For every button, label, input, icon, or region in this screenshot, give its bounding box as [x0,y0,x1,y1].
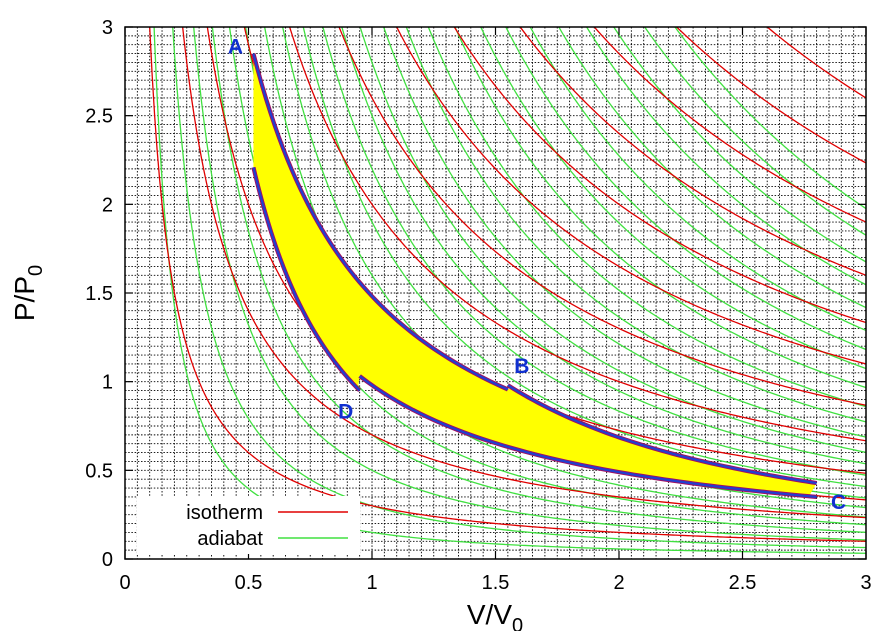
y-tick-label: 1 [102,372,113,394]
isotherm-curve [675,27,866,164]
adiabat-curve [359,27,866,453]
isotherm-curve [395,27,866,365]
adiabat-curve [211,27,866,533]
curve-layer [149,27,866,554]
legend: isotherm adiabat [137,496,360,554]
x-axis-title-main: V/V [467,599,512,630]
legend-label-isotherm: isotherm [186,502,263,524]
x-tick-label: 2 [613,572,624,594]
y-axis-title-subscript: 0 [25,265,47,276]
adiabat-curve [643,27,866,236]
y-tick-label: 0.5 [85,460,113,482]
adiabat-curve [172,27,866,549]
y-tick-label: 1.5 [85,283,113,305]
adiabat-curve [674,27,866,210]
isotherm-curve [453,27,866,324]
adiabat-curve [454,27,866,389]
cycle-point-labels: A B C D [228,36,846,514]
x-tick-label: 1 [366,572,377,594]
adiabat-curve [322,27,866,476]
y-tick-label: 3 [102,17,113,39]
x-axis-title: V/V0 [467,599,523,631]
adiabat-curve [558,27,866,309]
x-tick-label: 0.5 [235,572,263,594]
isotherm-curve [182,27,866,519]
adiabat-curve [427,27,866,408]
isotherm-curve [519,27,866,276]
adiabat-curve [341,27,866,465]
isotherm-curve [593,27,866,223]
cycle-edge-da [252,167,361,392]
adiabat-curve [529,27,866,332]
adiabat-curve [193,27,866,541]
legend-box [137,496,360,554]
legend-label-adiabat: adiabat [197,528,263,550]
x-tick-label: 0 [119,572,130,594]
cycle-point-label-c: C [831,491,846,514]
y-axis-title: P/P0 [9,265,47,321]
x-tick-label: 2.5 [729,572,757,594]
isotherm-curve [288,27,866,442]
cycle-edge-bc [507,384,817,485]
cycle-edge-ab [252,53,509,391]
cycle-layer [251,53,817,500]
tick-layer: 0 0.5 1 1.5 2 2.5 3 0 0.5 1 1.5 2 2.5 3 [85,17,871,594]
isotherm-curve [338,27,866,406]
cycle-point-label-d: D [338,401,353,424]
y-tick-label: 2.5 [85,106,113,128]
y-tick-label: 0 [102,549,113,571]
cycle-point-label-a: A [228,36,243,59]
isotherm-curve [766,27,866,99]
cycle-point-label-b: B [514,355,529,378]
y-axis-title-main: P/P [9,276,40,321]
adiabat-curve [612,27,866,263]
adiabat-curve [480,27,866,370]
adiabat-curve [505,27,866,351]
adiabat-curve [302,27,866,488]
x-axis-title-subscript: 0 [512,615,523,631]
x-tick-label: 3 [860,572,871,594]
cycle-edge-cd [358,375,817,499]
y-tick-label: 2 [102,194,113,216]
cycle-fill [253,53,817,497]
isotherm-curve [149,27,866,542]
x-tick-label: 1.5 [482,572,510,594]
adiabat-curve [405,27,866,423]
adiabat-curve [382,27,866,438]
